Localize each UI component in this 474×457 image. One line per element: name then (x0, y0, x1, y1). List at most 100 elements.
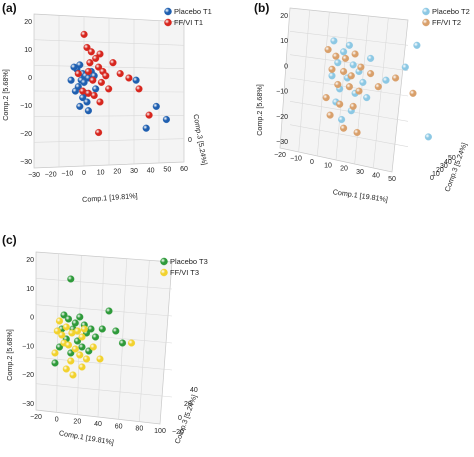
data-point (326, 111, 334, 119)
data-point (58, 331, 66, 339)
data-point (76, 313, 84, 321)
grid-line (139, 260, 150, 422)
legend-label: FF/VI T2 (432, 18, 461, 27)
data-point (92, 85, 100, 93)
y-tick-label: −30 (276, 139, 288, 146)
data-point (76, 351, 84, 359)
data-point (78, 343, 86, 351)
z-tick-label: 40 (190, 387, 198, 394)
legend-marker (422, 7, 430, 16)
grid-line (289, 54, 409, 71)
grid-line (317, 11, 330, 157)
legend-marker (422, 18, 430, 27)
data-point (96, 50, 104, 58)
data-point (84, 89, 92, 97)
data-point (345, 83, 353, 91)
z-tick-label: 30 (440, 163, 448, 170)
data-point (67, 275, 75, 283)
data-point (105, 85, 113, 93)
x-tick-label: 80 (135, 426, 143, 433)
x-tick-label: 20 (113, 169, 121, 176)
x-tick-label: 30 (130, 168, 138, 175)
data-point (336, 100, 344, 108)
data-point (347, 72, 355, 80)
series-1 (322, 46, 417, 137)
data-point (74, 70, 82, 78)
data-point (71, 345, 79, 353)
legend-label: FF/VI T1 (174, 18, 203, 27)
y-tick-label: 0 (30, 315, 34, 322)
y-tick-label: 0 (284, 63, 288, 70)
data-point (60, 311, 68, 319)
data-point (73, 327, 82, 335)
x-tick-label: 0 (55, 416, 59, 423)
x-tick-label: 30 (356, 169, 364, 176)
data-point (127, 339, 136, 347)
data-point (67, 357, 75, 365)
z-tick-label: 40 (444, 159, 452, 166)
grid-line (373, 17, 389, 169)
data-point (89, 76, 97, 84)
x-tick-label: 10 (324, 162, 332, 169)
data-point (135, 85, 143, 93)
data-point (118, 339, 127, 347)
grid-line (97, 256, 105, 418)
data-point (367, 70, 375, 78)
data-point (98, 325, 106, 333)
data-point (84, 107, 92, 115)
data-point (413, 41, 421, 49)
y-axis-title: Comp.2 [5.68%] (1, 69, 10, 121)
z-tick-label: 0 (188, 137, 192, 144)
data-point (334, 80, 342, 89)
data-point (351, 50, 359, 58)
data-point (69, 371, 77, 379)
x-tick-label: 20 (340, 166, 348, 173)
y-tick-label: −20 (20, 131, 32, 138)
y-tick-label: 20 (24, 19, 32, 26)
z-tick-label: 0 (430, 175, 434, 182)
data-point (357, 63, 365, 71)
y-tick-label: 10 (26, 286, 34, 293)
data-point (96, 355, 104, 363)
data-point (334, 59, 342, 67)
z-tick-label: 20 (436, 167, 444, 174)
data-point (330, 37, 338, 45)
x-axis-title: Comp.1 [19.81%] (58, 428, 114, 447)
data-point (116, 70, 124, 78)
x-tick-label: 100 (154, 428, 166, 435)
y-tick-label: −10 (20, 103, 32, 110)
data-point (78, 363, 86, 371)
series-1 (74, 30, 153, 137)
data-point (87, 325, 95, 333)
legend-marker (160, 268, 168, 277)
data-point (338, 115, 346, 124)
x-tick-label: 40 (147, 167, 155, 174)
data-point (80, 30, 88, 38)
z-tick-label: 10 (432, 171, 440, 178)
data-point (345, 41, 353, 49)
data-point (125, 74, 133, 82)
data-point (85, 347, 93, 355)
data-point (355, 87, 363, 95)
panel-c: (c)−20 0 20 40 60 80 10020100−10−20−30−2002040… (2, 233, 208, 447)
y-tick-label: −10 (276, 89, 288, 96)
data-point (64, 315, 73, 323)
data-point (51, 349, 59, 357)
data-point (363, 94, 371, 102)
y-tick-label: −20 (276, 114, 288, 121)
data-point (132, 76, 140, 84)
data-point (80, 78, 88, 86)
box-walls (279, 7, 409, 173)
data-point (324, 46, 332, 54)
panel-label: (a) (2, 1, 17, 15)
x-tick-label: 10 (97, 169, 105, 176)
y-tick-label: 20 (26, 257, 34, 264)
data-point (142, 124, 150, 132)
panel-label: (b) (254, 1, 269, 15)
data-point (86, 59, 94, 67)
data-point (89, 343, 97, 351)
grid-line (289, 124, 409, 147)
data-point (382, 76, 390, 84)
data-point (83, 43, 91, 52)
